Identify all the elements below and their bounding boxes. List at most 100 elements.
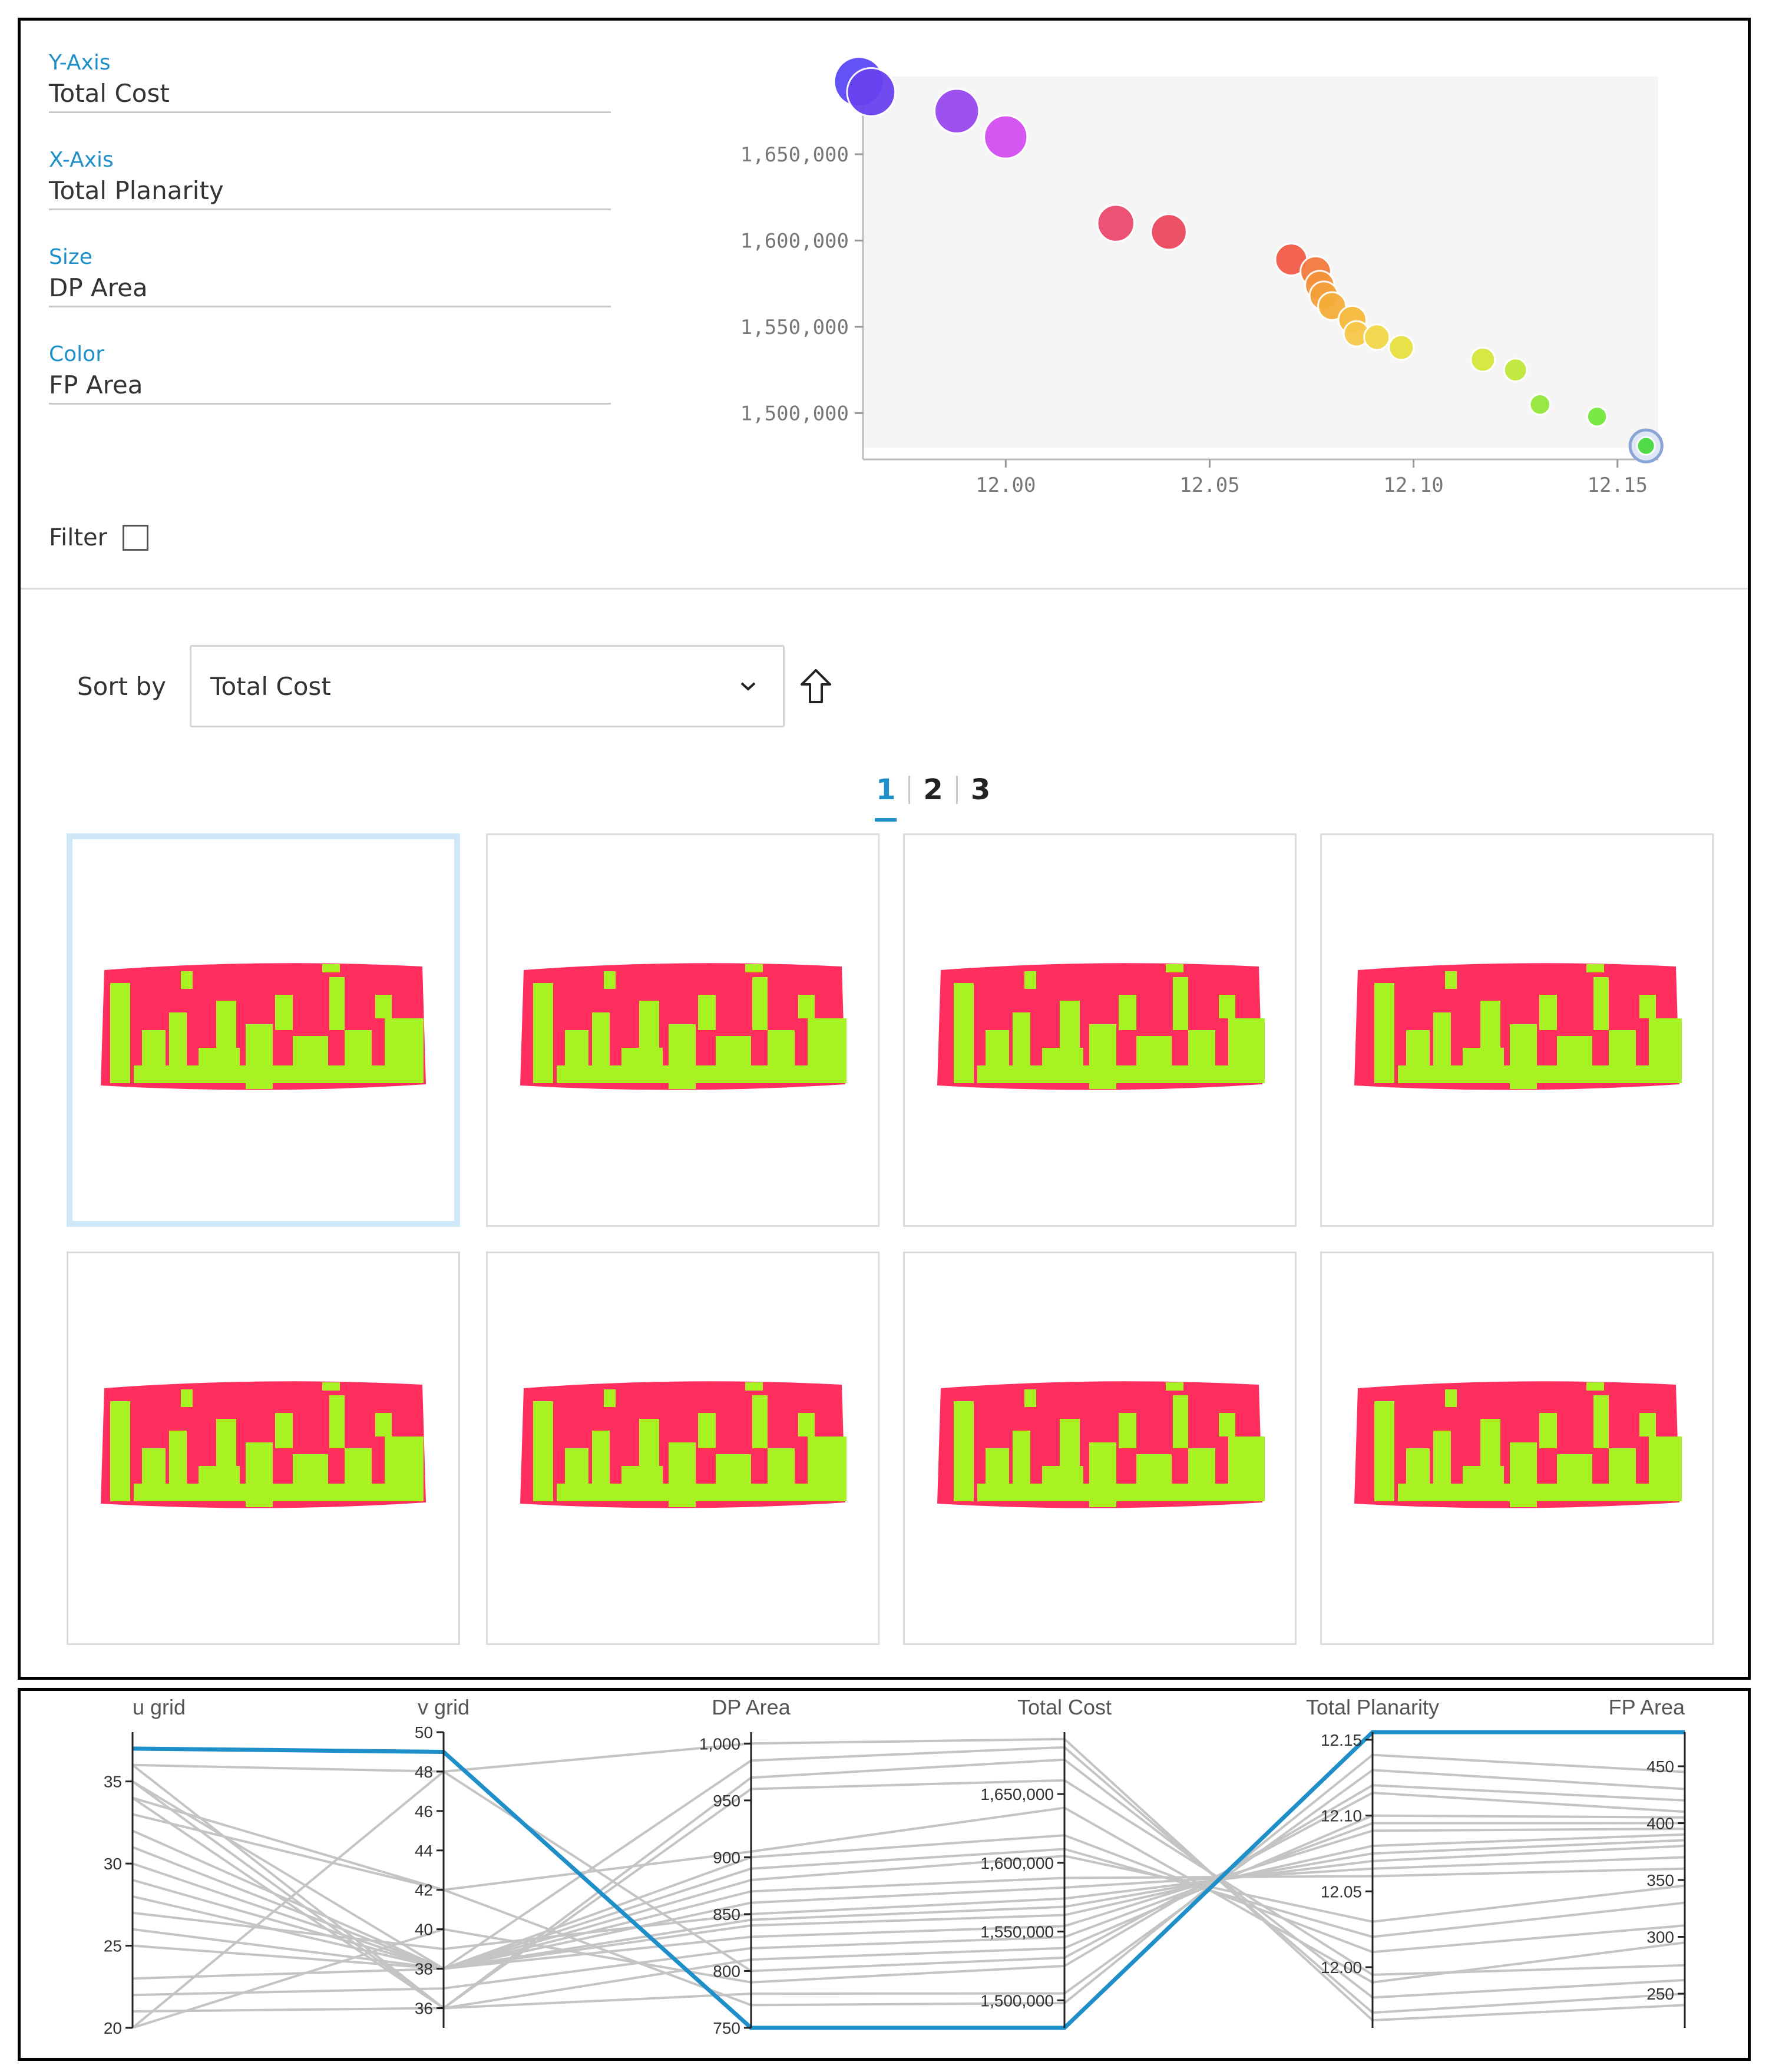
axis-tick-label: 450 <box>1646 1757 1674 1776</box>
axis-tick-label: 750 <box>713 2019 740 2037</box>
axis-title: Total Cost <box>1017 1695 1112 1719</box>
data-line <box>132 1856 1685 1970</box>
data-line <box>131 1770 1685 2029</box>
design-option-5[interactable] <box>67 1252 460 1645</box>
planar-patch <box>745 964 763 972</box>
design-option-3[interactable] <box>903 833 1297 1227</box>
axis-title: Total Planarity <box>1306 1695 1439 1719</box>
planar-patch <box>557 1065 839 1083</box>
axis-tick-label: 44 <box>415 1842 433 1860</box>
planar-patch <box>329 1395 345 1448</box>
size-value[interactable]: DP Area <box>49 273 148 302</box>
sort-ascending-arrow-icon[interactable] <box>795 666 836 707</box>
data-point <box>1529 393 1551 416</box>
y-axis-value[interactable]: Total Cost <box>49 79 170 108</box>
planar-patch <box>977 1484 1260 1501</box>
sort-by-select[interactable]: Total Cost <box>189 645 785 727</box>
planar-patch <box>1173 977 1188 1030</box>
axis-tick-label: 48 <box>415 1763 433 1781</box>
sort-by-value: Total Cost <box>210 671 331 701</box>
axis-tick-label: 36 <box>415 2000 433 2018</box>
surface-edge <box>1354 1084 1679 1096</box>
x-axis-field[interactable]: X-Axis Total Planarity <box>49 147 611 210</box>
axis-tick-label: 12.00 <box>1321 1958 1362 1977</box>
color-field[interactable]: Color FP Area <box>49 342 611 405</box>
data-point <box>1388 334 1415 361</box>
planar-patch <box>533 983 553 1083</box>
design-option-2[interactable] <box>486 833 879 1227</box>
filter-label: Filter <box>49 524 108 551</box>
color-value[interactable]: FP Area <box>49 370 143 399</box>
planar-patch <box>375 1413 392 1437</box>
axis-tick-label: 1,650,000 <box>980 1785 1054 1803</box>
planar-patch <box>322 1382 340 1391</box>
data-point <box>1096 204 1135 243</box>
axis-tick-label: 800 <box>713 1962 740 1980</box>
data-line <box>132 1846 1685 1970</box>
section-divider <box>21 588 1748 590</box>
design-option-4[interactable] <box>1320 833 1714 1227</box>
planar-patch <box>798 995 815 1018</box>
planar-patch <box>1166 964 1183 972</box>
planar-patch <box>275 1413 293 1448</box>
planar-patch <box>639 1001 659 1060</box>
facade-panel-thumbnail <box>937 963 1265 1096</box>
planar-patch <box>1060 1419 1080 1478</box>
data-point <box>934 88 980 134</box>
page-3[interactable]: 3 <box>970 773 991 806</box>
facade-panel-thumbnail <box>937 1381 1265 1514</box>
axis-tick-label: 400 <box>1646 1814 1674 1832</box>
design-option-1[interactable] <box>67 833 460 1227</box>
design-option-7[interactable] <box>903 1252 1297 1645</box>
planar-patch <box>1166 1382 1183 1391</box>
parallel-coordinates-chart[interactable]: u grid 20 25 30 35 v grid 36 38 40 42 44 46 48 50 DP A… <box>21 1691 1748 2058</box>
planar-patch <box>1480 1001 1500 1060</box>
surface-edge <box>101 1084 426 1096</box>
axis-title: FP Area <box>1609 1695 1685 1719</box>
chevron-down-icon <box>740 682 756 691</box>
page-1[interactable]: 1 <box>863 773 908 822</box>
data-line <box>131 1758 1685 2010</box>
axis-tick-label: 30 <box>104 1855 122 1873</box>
y-axis-field[interactable]: Y-Axis Total Cost <box>49 50 611 113</box>
planar-patch <box>639 1419 659 1478</box>
planar-patch <box>1374 1401 1394 1501</box>
planar-patch <box>604 971 616 989</box>
planar-patch <box>275 995 293 1030</box>
data-point <box>1470 346 1496 373</box>
planar-patch <box>1119 1413 1136 1448</box>
design-option-6[interactable] <box>486 1252 879 1645</box>
filter-row: Filter <box>49 524 149 551</box>
axis-tick-label: 46 <box>415 1802 433 1821</box>
axis-tick-label: 1,500,000 <box>980 1991 1054 2010</box>
planar-patch <box>698 995 716 1030</box>
plot-background <box>863 77 1658 448</box>
axis-tick-label: 900 <box>713 1848 740 1866</box>
data-line <box>132 1753 1685 2007</box>
sort-by-label: Sort by <box>77 671 166 701</box>
filter-checkbox[interactable] <box>123 525 149 551</box>
design-option-8[interactable] <box>1320 1252 1714 1645</box>
planar-patch <box>798 1413 815 1437</box>
data-line <box>132 1867 1685 1970</box>
planar-patch <box>216 1001 236 1060</box>
size-field[interactable]: Size DP Area <box>49 244 611 307</box>
surface-edge <box>101 1502 426 1514</box>
axis-tick-label: 12.05 <box>1321 1882 1362 1901</box>
surface-edge <box>937 1084 1262 1096</box>
axis-tick-label: 300 <box>1646 1928 1674 1947</box>
x-axis-value[interactable]: Total Planarity <box>49 176 224 205</box>
data-line <box>132 1814 1685 2013</box>
axis-title: v grid <box>418 1695 469 1719</box>
scatter-chart[interactable]: 1,500,000 1,550,000 1,600,000 1,650,000 12.0… <box>686 32 1735 498</box>
planar-patch <box>1024 1389 1036 1407</box>
planar-patch <box>604 1389 616 1407</box>
planar-patch <box>1119 995 1136 1030</box>
axis-tick-label: 1,000 <box>699 1735 740 1753</box>
planar-patch <box>752 977 768 1030</box>
planar-patch <box>1639 995 1656 1018</box>
page-2[interactable]: 2 <box>923 773 943 806</box>
y-tick-label: 1,650,000 <box>740 143 849 167</box>
surface-edge <box>937 1502 1262 1514</box>
data-line <box>131 1746 1685 2014</box>
